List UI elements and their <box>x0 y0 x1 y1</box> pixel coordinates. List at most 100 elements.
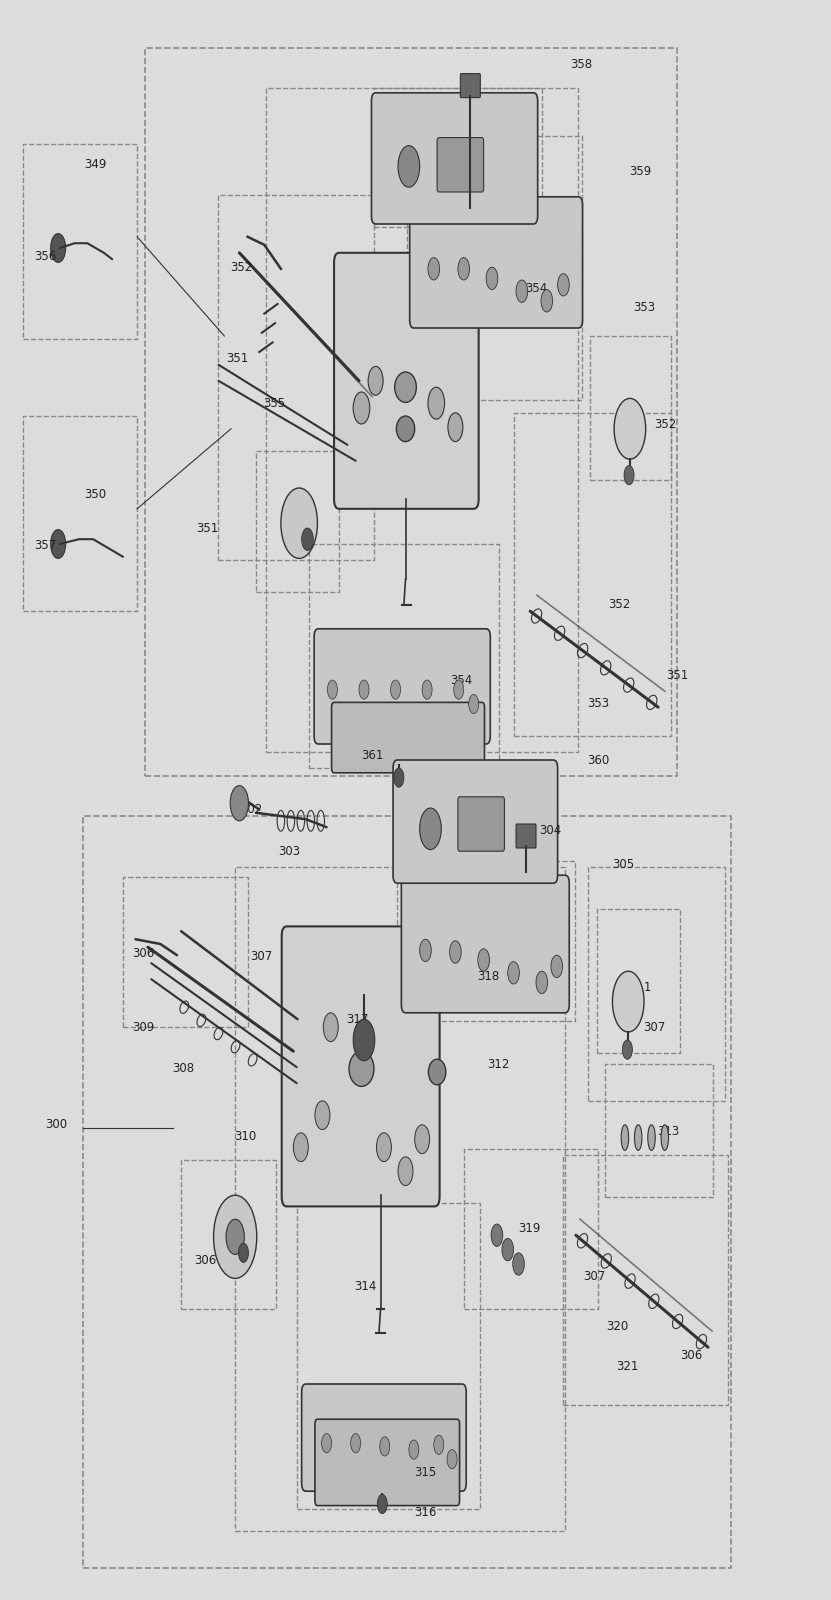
Circle shape <box>368 366 383 395</box>
Circle shape <box>624 466 634 485</box>
Circle shape <box>322 1434 332 1453</box>
Text: 311: 311 <box>629 981 651 994</box>
Circle shape <box>302 528 313 550</box>
Circle shape <box>458 258 470 280</box>
Text: 351: 351 <box>666 669 688 682</box>
FancyBboxPatch shape <box>393 760 558 883</box>
Circle shape <box>315 1101 330 1130</box>
Ellipse shape <box>622 1125 629 1150</box>
Text: 307: 307 <box>583 1270 605 1283</box>
Circle shape <box>491 1224 503 1246</box>
Text: 361: 361 <box>361 749 383 762</box>
Text: 317: 317 <box>347 1013 368 1026</box>
FancyBboxPatch shape <box>460 74 480 98</box>
Circle shape <box>622 1040 632 1059</box>
Circle shape <box>327 680 337 699</box>
Text: 304: 304 <box>539 824 561 837</box>
Circle shape <box>359 680 369 699</box>
Text: 353: 353 <box>633 301 655 314</box>
Circle shape <box>428 387 445 419</box>
Circle shape <box>558 274 569 296</box>
FancyBboxPatch shape <box>332 702 484 773</box>
Text: 313: 313 <box>657 1125 679 1138</box>
Text: 351: 351 <box>197 522 219 534</box>
Text: 357: 357 <box>35 539 57 552</box>
Ellipse shape <box>635 1125 642 1150</box>
Text: 351: 351 <box>226 352 248 365</box>
Text: 320: 320 <box>607 1320 628 1333</box>
Text: 318: 318 <box>478 970 499 982</box>
Ellipse shape <box>349 1051 374 1086</box>
Ellipse shape <box>661 1125 669 1150</box>
Text: 352: 352 <box>230 261 252 274</box>
FancyBboxPatch shape <box>371 93 538 224</box>
Circle shape <box>516 280 528 302</box>
Text: 310: 310 <box>234 1130 256 1142</box>
Circle shape <box>502 1238 514 1261</box>
Text: 316: 316 <box>415 1506 436 1518</box>
Circle shape <box>281 488 317 558</box>
Circle shape <box>394 768 404 787</box>
Ellipse shape <box>648 1125 656 1150</box>
Circle shape <box>376 1133 391 1162</box>
Circle shape <box>448 413 463 442</box>
Circle shape <box>351 1434 361 1453</box>
Text: 312: 312 <box>488 1058 509 1070</box>
FancyBboxPatch shape <box>302 1384 466 1491</box>
Circle shape <box>486 267 498 290</box>
Text: 306: 306 <box>681 1349 702 1362</box>
Circle shape <box>353 392 370 424</box>
Circle shape <box>398 146 420 187</box>
Circle shape <box>230 786 248 821</box>
Circle shape <box>450 941 461 963</box>
Circle shape <box>447 1450 457 1469</box>
Circle shape <box>391 680 401 699</box>
Text: 355: 355 <box>263 397 285 410</box>
FancyBboxPatch shape <box>401 875 569 1013</box>
Circle shape <box>541 290 553 312</box>
Circle shape <box>536 971 548 994</box>
Circle shape <box>513 1253 524 1275</box>
Circle shape <box>409 1440 419 1459</box>
Text: 302: 302 <box>240 803 262 816</box>
FancyBboxPatch shape <box>282 926 440 1206</box>
Circle shape <box>226 1219 244 1254</box>
Circle shape <box>612 971 644 1032</box>
Text: 321: 321 <box>617 1360 638 1373</box>
Circle shape <box>614 398 646 459</box>
Circle shape <box>422 680 432 699</box>
Ellipse shape <box>429 1059 445 1085</box>
FancyBboxPatch shape <box>334 253 479 509</box>
FancyBboxPatch shape <box>315 1419 460 1506</box>
Text: 358: 358 <box>571 58 593 70</box>
Circle shape <box>214 1195 257 1278</box>
Ellipse shape <box>395 371 416 403</box>
Text: 359: 359 <box>629 165 651 178</box>
Text: 300: 300 <box>46 1118 67 1131</box>
Ellipse shape <box>396 416 415 442</box>
Text: 315: 315 <box>415 1466 436 1478</box>
Text: 354: 354 <box>525 282 547 294</box>
Circle shape <box>478 949 489 971</box>
Circle shape <box>434 1435 444 1454</box>
FancyBboxPatch shape <box>410 197 583 328</box>
Circle shape <box>454 680 464 699</box>
Text: 309: 309 <box>132 1021 154 1034</box>
Text: 360: 360 <box>588 754 609 766</box>
Text: 353: 353 <box>588 698 609 710</box>
Circle shape <box>51 530 66 558</box>
FancyBboxPatch shape <box>437 138 484 192</box>
Text: 306: 306 <box>194 1254 216 1267</box>
Circle shape <box>420 808 441 850</box>
Circle shape <box>428 258 440 280</box>
Text: 352: 352 <box>608 598 630 611</box>
Text: 307: 307 <box>643 1021 665 1034</box>
Text: 356: 356 <box>35 250 57 262</box>
Circle shape <box>508 962 519 984</box>
FancyBboxPatch shape <box>314 629 490 744</box>
Text: 307: 307 <box>251 950 273 963</box>
Circle shape <box>398 1157 413 1186</box>
Text: 303: 303 <box>278 845 300 858</box>
FancyBboxPatch shape <box>516 824 536 848</box>
Circle shape <box>238 1243 248 1262</box>
